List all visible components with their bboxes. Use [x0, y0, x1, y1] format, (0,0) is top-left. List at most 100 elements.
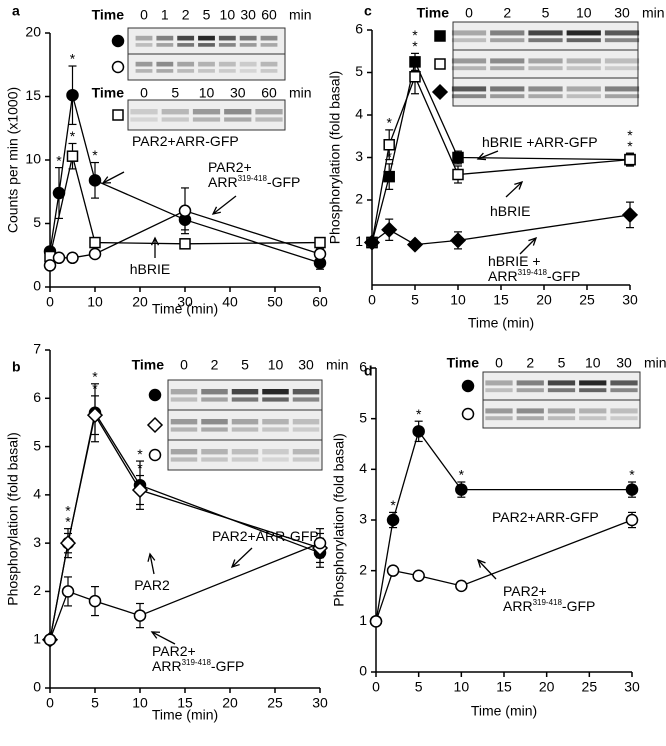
blot-band [485, 408, 513, 414]
annotation: PAR2+ [152, 643, 196, 659]
blot-strip [127, 99, 286, 131]
blot-band [135, 69, 153, 73]
blot-band [201, 397, 228, 402]
significance-star: * [137, 446, 143, 462]
arrow-head [230, 559, 240, 569]
marker [52, 251, 66, 265]
arrow [151, 631, 176, 645]
arrow-head [147, 552, 156, 562]
marker [59, 535, 77, 552]
blot-lane-label: 5 [241, 357, 249, 373]
blot-band [177, 35, 195, 41]
arrow-head [150, 631, 161, 639]
annotation-part: PAR2+ [152, 643, 196, 659]
y-axis-label: Phosphorylation (fold basal) [5, 432, 21, 606]
blot-band [177, 43, 195, 47]
blot-band [170, 397, 198, 402]
arrow-head [211, 206, 221, 215]
blot-band [156, 35, 174, 41]
blot-band [604, 94, 640, 99]
blot-band [156, 61, 174, 67]
significance-star: * [92, 147, 98, 163]
blot-band [192, 109, 221, 115]
blot-band [490, 86, 525, 92]
marker [624, 153, 636, 166]
blot-band [292, 389, 320, 395]
x-tick-label: 15 [496, 679, 512, 695]
x-axis-label: Time (min) [471, 703, 537, 719]
y-tick-label: 4 [355, 106, 363, 122]
series-line [371, 214, 631, 246]
annotation-part: ARR [503, 598, 533, 614]
blot-band [231, 419, 259, 425]
blot-lane-label: 30 [298, 357, 314, 373]
blot-band [156, 43, 174, 47]
annotation: ARR319-418-GFP [503, 598, 595, 614]
blot: Time 0 5 10 30 60 min [92, 85, 312, 131]
annotation-part: -GFP [267, 174, 300, 190]
x-tick-label: 25 [579, 292, 595, 308]
x-tick-label: 30 [177, 294, 193, 310]
annotation: PAR2+ [503, 583, 547, 599]
marker [148, 388, 162, 402]
panel-label: a [12, 3, 20, 19]
significance-star: * [65, 502, 71, 518]
marker [461, 379, 475, 393]
y-tick-label: 10 [25, 151, 41, 167]
blot-band [218, 69, 236, 73]
y-tick-label: 5 [359, 409, 367, 425]
significance-star: * [386, 115, 392, 131]
blot-lane-label: 30 [614, 5, 630, 21]
y-tick-label: 20 [25, 24, 41, 40]
blot-lane-label: 0 [180, 357, 188, 373]
blot-band [610, 416, 638, 421]
blot-band [292, 427, 320, 432]
blot-band [170, 427, 198, 432]
blot-unit: min [289, 85, 312, 101]
blot-band [130, 109, 158, 115]
blot-lane-label: 5 [171, 85, 179, 101]
y-tick-label: 3 [33, 534, 41, 550]
blot-strip [127, 53, 286, 81]
blot-lane-label: 30 [230, 85, 246, 101]
y-tick-label: 1 [355, 233, 363, 249]
blot-unit: min [289, 7, 312, 23]
marker [381, 221, 398, 238]
annotation-part: hBRIE + [488, 253, 541, 269]
blot-band [218, 43, 236, 47]
blot-band [490, 30, 525, 36]
x-tick-label: 20 [222, 695, 238, 711]
marker [146, 416, 164, 434]
blot-strip [452, 49, 639, 79]
x-tick-label: 25 [267, 695, 283, 711]
marker [625, 513, 639, 527]
y-tick-label: 7 [33, 341, 41, 357]
marker [363, 234, 381, 251]
annotation-part: hBRIE +ARR-GFP [482, 134, 598, 150]
annotation: ARR319-418-GFP [208, 174, 300, 190]
marker [178, 204, 192, 218]
blot-time-label: Time [417, 5, 450, 21]
marker [133, 609, 147, 622]
blot-band [516, 416, 544, 421]
x-tick-label: 5 [411, 292, 419, 308]
significance-star: * [629, 467, 635, 483]
blot-band [547, 416, 576, 421]
blot-band [239, 43, 257, 47]
blot-band [201, 419, 228, 425]
marker [452, 151, 464, 164]
significance-star: * [390, 497, 396, 513]
x-tick-label: 0 [368, 292, 376, 308]
x-tick-label: 10 [454, 679, 470, 695]
blot-band [177, 69, 195, 73]
y-tick-label: 3 [355, 148, 363, 164]
blot-band [292, 419, 320, 425]
blot-lane-label: 1 [161, 7, 169, 23]
marker [452, 168, 464, 181]
blot-lane-label: 30 [616, 355, 632, 371]
significance-star: * [412, 27, 418, 43]
annotation: PAR2+ARR-GFP [212, 528, 319, 544]
blot-band [528, 86, 563, 92]
annotation: hBRIE +ARR-GFP [482, 134, 598, 150]
